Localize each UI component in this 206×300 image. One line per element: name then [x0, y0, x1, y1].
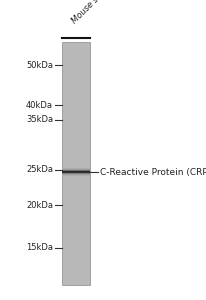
Text: 35kDa: 35kDa — [26, 116, 53, 124]
Text: 25kDa: 25kDa — [26, 166, 53, 175]
Bar — [62, 42, 90, 285]
Text: 20kDa: 20kDa — [26, 200, 53, 209]
Text: 40kDa: 40kDa — [26, 100, 53, 109]
Text: 50kDa: 50kDa — [26, 61, 53, 70]
Text: C-Reactive Protein (CRP): C-Reactive Protein (CRP) — [100, 167, 206, 176]
Text: 15kDa: 15kDa — [26, 244, 53, 253]
Text: Mouse serum: Mouse serum — [70, 0, 116, 25]
